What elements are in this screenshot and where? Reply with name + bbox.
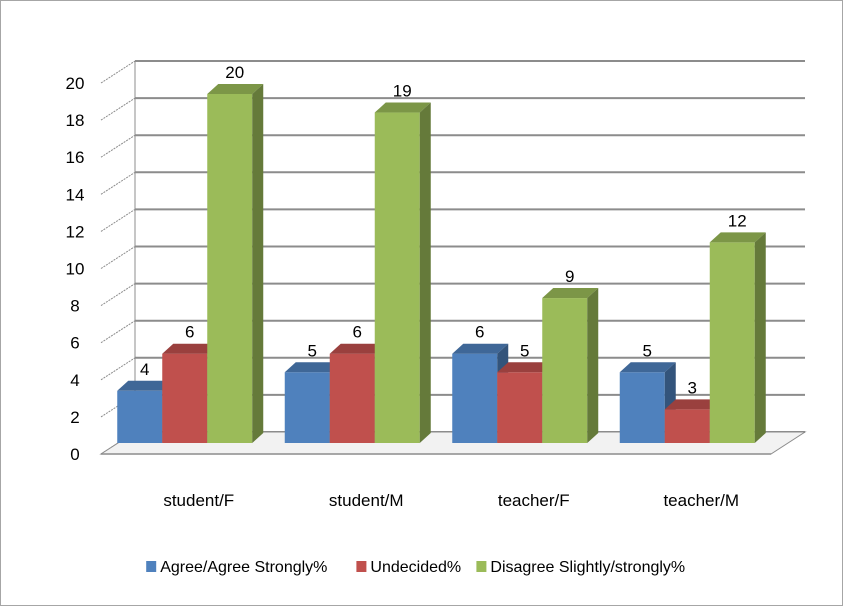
legend-swatch [356,561,367,572]
bar-front [329,353,375,443]
data-label: 19 [393,82,412,101]
bar [542,288,599,443]
data-label: 6 [185,323,194,342]
side-gridline-18 [100,97,136,121]
bar-front [619,372,665,443]
bar-top [709,232,766,243]
bar-front [497,372,543,443]
data-label: 12 [728,211,747,230]
bar-top [374,102,431,113]
bar-front [162,353,208,443]
bar-top [284,362,341,373]
bar-front [284,372,330,443]
bar-top [207,84,264,94]
data-label: 6 [475,323,484,342]
side-gridline-14 [100,171,136,195]
bar [207,84,264,443]
side-gridline-10 [100,246,136,269]
legend-swatch [146,561,157,572]
data-label: 4 [140,360,149,379]
y-tick-label: 4 [70,371,79,390]
legend-item: Undecided% [356,559,461,576]
legend-label: Disagree Slightly/strongly% [490,559,685,576]
bar-front [374,112,420,444]
y-tick-label: 14 [66,185,85,204]
legend: Agree/Agree Strongly% Undecided% Disagree … [146,559,685,576]
legend-item: Disagree Slightly/strongly% [476,559,685,576]
labels-layer: 4 6 20 student/F 5 6 19 student/M 6 5 9 teacher/F 5 3… [140,63,747,510]
bar-top [452,343,509,354]
bar-side [419,102,431,444]
side-gridline-4 [100,357,136,381]
bar [709,232,766,443]
bar-top [497,362,554,373]
data-label: 6 [353,323,362,342]
bar-side [587,288,599,443]
y-tick-label: 2 [70,408,79,427]
data-label: 5 [643,341,652,360]
side-gridline-16 [100,134,136,158]
legend-label: Undecided% [370,559,461,576]
bar-side [754,232,766,443]
bar-front [117,390,163,443]
y-tick-label: 10 [66,260,85,279]
bars-layer [117,84,766,444]
y-tick-label: 20 [66,74,85,93]
legend-item: Agree/Agree Strongly% [146,559,327,576]
y-tick-label: 6 [70,334,79,353]
y-tick-label: 16 [66,148,85,167]
bar-top [162,343,219,354]
bar [374,102,431,444]
data-label: 5 [308,341,317,360]
x-tick-label: teacher/F [498,491,570,510]
legend-swatch [476,561,487,572]
bar-front [664,409,710,443]
bar-front [542,298,588,443]
side-gridline-12 [100,208,136,232]
y-tick-label: 12 [66,222,85,241]
y-tick-label: 18 [66,111,85,130]
x-tick-label: student/M [329,491,404,510]
x-tick-label: teacher/M [663,491,739,510]
data-label: 9 [565,267,574,286]
legend-label: Agree/Agree Strongly% [160,559,327,576]
data-label: 20 [225,63,244,82]
y-tick-label: 0 [70,445,79,464]
bar-front [452,353,498,443]
bar-top [542,288,599,299]
bar-top [664,399,721,410]
bar-front [207,94,253,443]
x-tick-label: student/F [163,491,234,510]
bar-top [619,362,676,373]
side-gridline-8 [100,283,136,307]
bar-side [252,84,264,443]
bar-top [117,380,174,391]
bar-top [329,343,386,354]
side-gridline-6 [100,320,136,344]
y-tick-label: 8 [70,297,79,316]
data-label: 3 [688,378,697,397]
data-label: 5 [520,341,529,360]
side-gridline-20 [100,60,136,84]
bar-front [709,242,755,443]
